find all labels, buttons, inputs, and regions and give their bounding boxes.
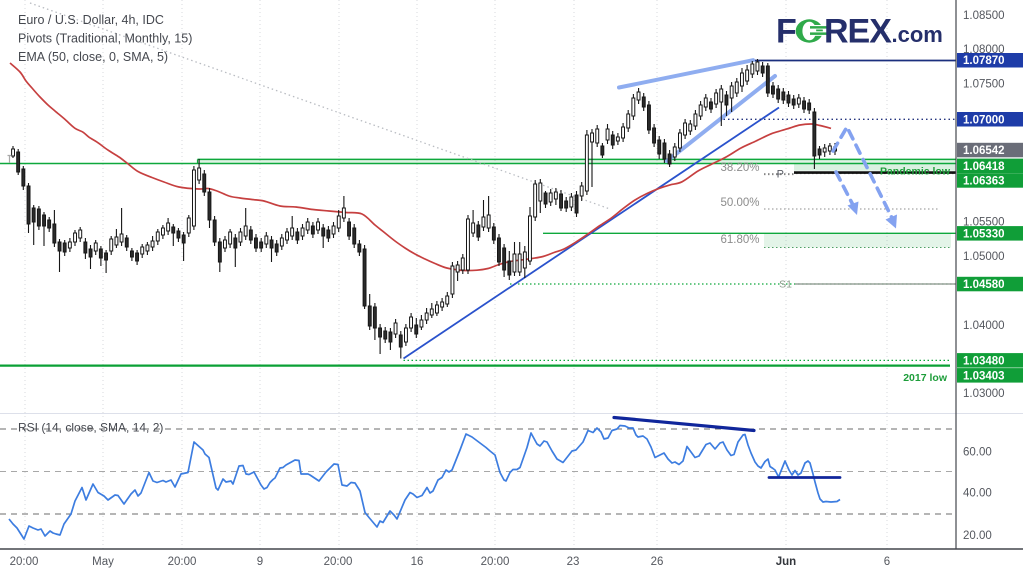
svg-text:9: 9 [257, 556, 263, 568]
svg-text:.com: .com [892, 22, 943, 47]
svg-text:Euro / U.S. Dollar, 4h, IDC: Euro / U.S. Dollar, 4h, IDC [18, 13, 164, 27]
svg-text:Pivots (Traditional, Monthly,: Pivots (Traditional, Monthly, 15) [18, 32, 192, 46]
svg-text:1.04580: 1.04580 [963, 279, 1005, 291]
svg-text:38.20%: 38.20% [720, 162, 759, 174]
svg-text:1.03000: 1.03000 [963, 388, 1005, 400]
svg-text:20:00: 20:00 [10, 556, 39, 568]
svg-text:1.07870: 1.07870 [963, 55, 1005, 67]
svg-text:1.07500: 1.07500 [963, 79, 1005, 91]
svg-text:1.04000: 1.04000 [963, 320, 1005, 332]
svg-text:16: 16 [411, 556, 424, 568]
svg-text:50.00%: 50.00% [720, 197, 759, 209]
svg-text:20:00: 20:00 [324, 556, 353, 568]
svg-text:26: 26 [651, 556, 664, 568]
svg-text:20:00: 20:00 [168, 556, 197, 568]
svg-text:40.00: 40.00 [963, 488, 992, 500]
svg-text:May: May [92, 556, 114, 568]
svg-text:1.03403: 1.03403 [963, 370, 1005, 382]
svg-text:60.00: 60.00 [963, 447, 992, 459]
svg-text:1.06363: 1.06363 [963, 176, 1005, 188]
svg-text:2017 low: 2017 low [903, 372, 948, 384]
svg-text:Pandemic low: Pandemic low [880, 166, 951, 178]
svg-text:20:00: 20:00 [481, 556, 510, 568]
svg-text:23: 23 [567, 556, 580, 568]
svg-text:6: 6 [884, 556, 890, 568]
svg-text:Jun: Jun [776, 556, 796, 568]
svg-text:1.08500: 1.08500 [963, 10, 1005, 22]
svg-text:RSI (14, close, SMA, 14, 2): RSI (14, close, SMA, 14, 2) [18, 421, 163, 435]
svg-text:1.05330: 1.05330 [963, 228, 1005, 240]
svg-text:1.05500: 1.05500 [963, 217, 1005, 229]
svg-text:REX: REX [824, 13, 892, 51]
svg-text:20.00: 20.00 [963, 530, 992, 542]
svg-text:1.03480: 1.03480 [963, 355, 1005, 367]
svg-text:1.05000: 1.05000 [963, 251, 1005, 263]
svg-text:F: F [776, 13, 797, 51]
svg-text:S1: S1 [779, 279, 792, 291]
svg-text:1.06418: 1.06418 [963, 161, 1005, 173]
svg-text:1.07000: 1.07000 [963, 114, 1005, 126]
svg-text:EMA (50, close, 0, SMA, 5): EMA (50, close, 0, SMA, 5) [18, 50, 168, 64]
svg-text:1.06542: 1.06542 [963, 145, 1005, 157]
svg-text:61.80%: 61.80% [720, 234, 759, 246]
